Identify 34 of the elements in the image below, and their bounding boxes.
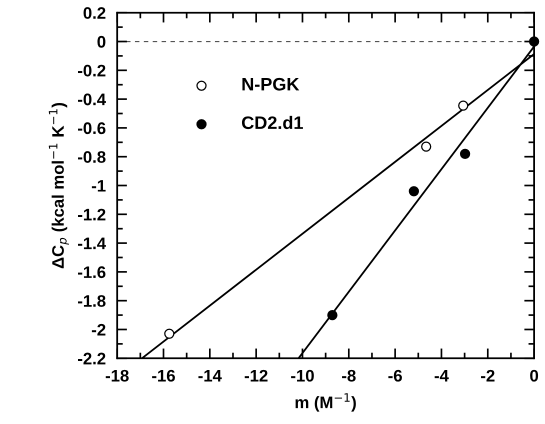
y-tick-label: -2.2	[78, 352, 106, 364]
y-tick-label: -1.2	[78, 208, 106, 220]
point	[164, 328, 174, 339]
x-axis-title: m (M$^{−1}$)	[296, 393, 356, 412]
x-tick-label: -18	[106, 370, 129, 382]
x-tick-label: -10	[291, 370, 314, 382]
x-tick-label: -16	[152, 370, 175, 382]
x-tick-label: -14	[198, 370, 222, 382]
y-tick-label: -0.8	[78, 151, 106, 163]
point	[528, 36, 540, 47]
x-tick-label: -2	[481, 370, 495, 382]
legend-label: CD2.d1	[242, 116, 303, 130]
y-tick-label: -1.6	[78, 266, 106, 278]
y-tick-label: -1	[92, 180, 106, 192]
point	[327, 310, 338, 320]
x-tick-label: -4	[434, 370, 449, 382]
y-tick-label: -0.6	[78, 122, 106, 134]
point	[421, 142, 432, 152]
y-axis-title: ΔC$_{p}$ (kcal mol$^{−1}$ K$^{−1}$)	[48, 102, 69, 268]
x-tick-label: -6	[388, 370, 402, 382]
y-tick-label: -2	[92, 324, 106, 336]
y-tick-label: 0	[97, 36, 106, 48]
y-tick-label: -1.4	[78, 238, 106, 250]
x-tick-label: -12	[244, 370, 268, 382]
y-tick-label: 0.2	[84, 7, 106, 19]
point	[458, 100, 468, 111]
x-tick-label: -8	[342, 370, 356, 382]
legend-label: N-PGK	[242, 78, 300, 91]
y-tick-label: -1.8	[78, 295, 106, 307]
point	[408, 186, 420, 196]
point	[460, 148, 470, 159]
y-tick-label: -0.2	[78, 64, 106, 77]
y-tick-label: -0.4	[78, 94, 106, 106]
x-tick-label: 0	[530, 370, 538, 382]
